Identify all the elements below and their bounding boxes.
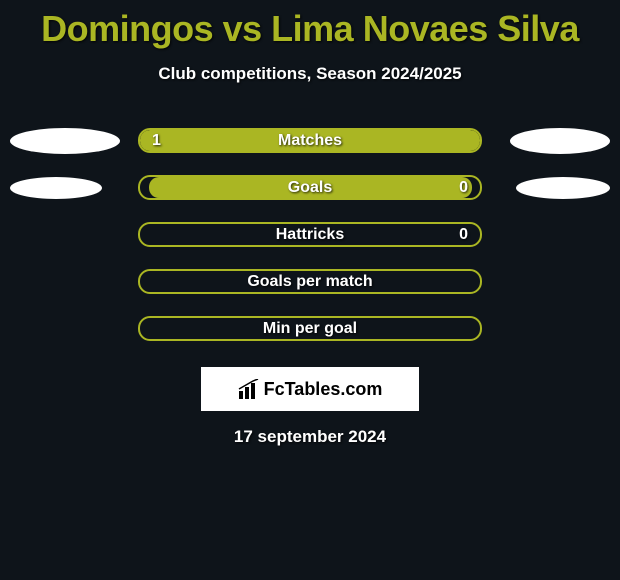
right-count-oval bbox=[510, 128, 610, 154]
stat-label: Goals bbox=[140, 177, 480, 198]
stat-bar: 1 Matches bbox=[138, 128, 482, 153]
stat-label: Min per goal bbox=[140, 318, 480, 339]
row-goals: Goals 0 bbox=[10, 175, 610, 200]
page-subtitle: Club competitions, Season 2024/2025 bbox=[0, 64, 620, 84]
stat-value-right: 0 bbox=[459, 177, 468, 198]
stat-label: Hattricks bbox=[140, 224, 480, 245]
stat-bar: Min per goal bbox=[138, 316, 482, 341]
right-count-oval bbox=[516, 177, 610, 199]
date-text: 17 september 2024 bbox=[0, 427, 620, 447]
comparison-rows: 1 Matches Goals 0 Hattricks 0 bbox=[0, 128, 620, 341]
row-matches: 1 Matches bbox=[10, 128, 610, 153]
logo-text: FcTables.com bbox=[238, 379, 383, 400]
comparison-widget: Domingos vs Lima Novaes Silva Club compe… bbox=[0, 0, 620, 447]
row-goals-per-match: Goals per match bbox=[10, 269, 610, 294]
row-min-per-goal: Min per goal bbox=[10, 316, 610, 341]
stat-value-right: 0 bbox=[459, 224, 468, 245]
row-hattricks: Hattricks 0 bbox=[10, 222, 610, 247]
stat-bar: Hattricks 0 bbox=[138, 222, 482, 247]
stat-label: Goals per match bbox=[140, 271, 480, 292]
stat-bar: Goals 0 bbox=[138, 175, 482, 200]
chart-icon bbox=[238, 379, 260, 399]
stat-bar: Goals per match bbox=[138, 269, 482, 294]
logo-label: FcTables.com bbox=[264, 379, 383, 400]
page-title: Domingos vs Lima Novaes Silva bbox=[0, 8, 620, 50]
left-count-oval bbox=[10, 128, 120, 154]
logo-box: FcTables.com bbox=[201, 367, 419, 411]
stat-label: Matches bbox=[140, 130, 480, 151]
left-count-oval bbox=[10, 177, 102, 199]
